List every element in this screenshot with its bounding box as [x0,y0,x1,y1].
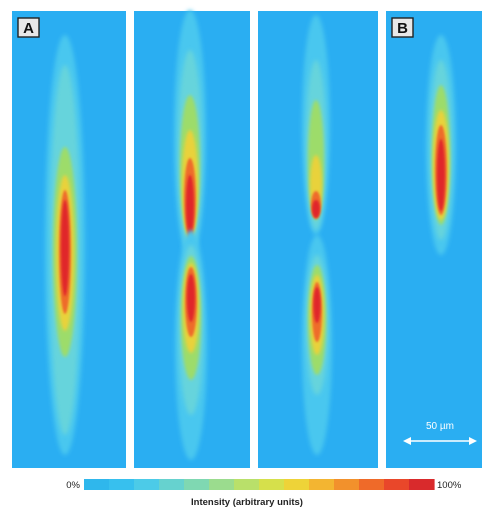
scale-bar: 50 µm [403,421,477,445]
colorbar-step [409,479,435,490]
scale-bar-arrow-right [469,437,477,445]
panel-label-b: B [391,17,414,38]
colorbar: 0% 100% Intensity (arbitrary units) [66,479,462,508]
colorbar-step [384,479,410,490]
colorbar-step [209,479,235,490]
colorbar-title: Intensity (arbitrary units) [191,497,303,508]
colorbar-step [334,479,360,490]
colorbar-step [159,479,185,490]
panel-a3-beam-upper [302,15,330,235]
colorbar-min-label: 0% [66,480,80,491]
colorbar-step [359,479,385,490]
colorbar-step [134,479,160,490]
scale-bar-label: 50 µm [426,421,454,432]
colorbar-step [84,479,110,490]
colorbar-step [309,479,335,490]
colorbar-step [109,479,135,490]
colorbar-step [234,479,260,490]
colorbar-step [284,479,310,490]
colorbar-max-label: 100% [437,480,462,491]
panel-label-b-text: B [397,20,408,37]
panel-label-a-text: A [23,20,34,37]
colorbar-step [184,479,210,490]
colorbar-step [259,479,285,490]
colorbar-steps [84,479,435,490]
panel-a1-beam [45,35,85,455]
panel-a2-beam-upper [174,10,206,260]
panel-a3-beam-lower [302,235,332,455]
panel-a2-beam-lower [175,230,207,460]
scale-bar-arrow-left [403,437,411,445]
panel-label-a: A [17,17,40,38]
panel-b-beam [426,35,456,255]
